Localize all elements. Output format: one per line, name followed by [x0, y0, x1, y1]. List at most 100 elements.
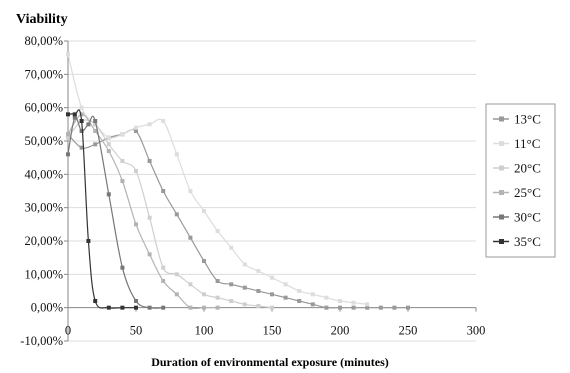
- legend-swatch-marker: [499, 239, 504, 244]
- series-0-point: [229, 282, 234, 287]
- series-3-point: [202, 305, 206, 310]
- legend-swatch-marker: [499, 190, 504, 195]
- x-tick-label: 250: [399, 324, 418, 338]
- series-4-point: [120, 265, 125, 270]
- series-0-point: [161, 189, 166, 193]
- series-2-point: [188, 282, 193, 287]
- y-tick-label: 50,00%: [24, 134, 63, 148]
- series-2-point: [229, 299, 234, 303]
- series-3-point: [215, 305, 220, 310]
- series-0-point: [79, 145, 84, 150]
- x-tick-label: 300: [467, 324, 486, 338]
- y-tick-label: 40,00%: [24, 167, 63, 181]
- series-1-point: [147, 122, 152, 127]
- series-4-point: [161, 305, 166, 310]
- series-3-point: [161, 279, 166, 283]
- series-5-point: [93, 299, 98, 303]
- series-1-point: [79, 105, 84, 110]
- series-1-point: [202, 209, 206, 213]
- series-3-point: [93, 129, 98, 133]
- legend-label: 30°C: [514, 210, 541, 225]
- legend-label: 25°C: [514, 185, 541, 200]
- series-0-point: [215, 279, 220, 283]
- series-2-point: [134, 169, 138, 173]
- series-3-point: [106, 149, 111, 153]
- series-0-point: [324, 305, 329, 310]
- series-1-point: [229, 245, 234, 250]
- series-0-point: [93, 142, 98, 147]
- series-0-point: [310, 302, 315, 307]
- series-0-point: [378, 305, 383, 310]
- series-5-point: [72, 112, 77, 117]
- series-2-line: [67, 119, 273, 309]
- series-0-point: [188, 235, 193, 240]
- series-2-point: [106, 142, 111, 147]
- series-1-point: [338, 299, 342, 303]
- series-2-point: [256, 304, 261, 308]
- y-tick-label: 0,00%: [31, 301, 63, 315]
- series-1-point: [188, 189, 193, 193]
- series-1-point: [310, 292, 315, 297]
- legend-swatch-marker: [499, 116, 504, 122]
- series-2-point: [93, 122, 98, 127]
- x-tick-labels: 0 50 100 150 200 250 300: [65, 324, 486, 338]
- series-1-point: [283, 282, 288, 287]
- series-0-point: [134, 129, 138, 133]
- series-0-point: [392, 305, 397, 310]
- series-0-point: [297, 299, 302, 303]
- series-0-point: [270, 292, 274, 297]
- series-1-point: [242, 262, 247, 267]
- series-1-point: [215, 229, 220, 233]
- series-2-point: [270, 305, 274, 310]
- series-5-point: [134, 305, 138, 310]
- series-3-point: [134, 222, 138, 227]
- legend-swatch-marker: [499, 141, 504, 146]
- legend: 13°C 11°C 20°C 25°C 30°C 35°C: [485, 103, 556, 258]
- legend-label: 20°C: [514, 161, 541, 176]
- series-5-point: [120, 305, 125, 310]
- series-0-point: [283, 295, 288, 300]
- x-axis-label: Duration of environmental exposure (minu…: [151, 355, 389, 369]
- legend-box: [485, 103, 556, 258]
- series-0-point: [147, 159, 152, 163]
- series-lines: [66, 52, 410, 310]
- series-4-point: [86, 122, 91, 127]
- x-tick-label: 200: [331, 324, 350, 338]
- series-2-point: [147, 215, 152, 220]
- y-tick-label: 20,00%: [24, 234, 63, 248]
- y-tick-label: 70,00%: [24, 67, 63, 81]
- legend-label: 11°C: [514, 136, 540, 151]
- legend-swatch-marker: [499, 165, 504, 171]
- y-tick-label: -10,00%: [20, 334, 63, 348]
- series-1-point: [106, 135, 111, 140]
- series-1-point: [351, 300, 356, 305]
- series-4-point: [79, 129, 84, 133]
- series-0-point: [242, 285, 247, 290]
- series-5-point: [106, 305, 111, 310]
- series-1-line: [67, 54, 368, 305]
- series-1-point: [297, 289, 302, 293]
- x-tick-label: 50: [130, 324, 143, 338]
- series-1-point: [120, 132, 125, 137]
- x-tick-label: 150: [263, 324, 282, 338]
- series-5-point: [86, 239, 91, 243]
- chart-title: Viability: [16, 12, 68, 27]
- series-3-point: [174, 292, 179, 297]
- series-2-point: [215, 295, 220, 300]
- y-tick-label: 30,00%: [24, 201, 63, 215]
- series-1-point: [365, 302, 370, 307]
- series-0-point: [406, 305, 410, 310]
- y-tick-label: 60,00%: [24, 101, 63, 115]
- series-3-point: [120, 179, 125, 183]
- series-4-point: [147, 305, 152, 310]
- series-1-point: [256, 269, 261, 273]
- series-3-point: [147, 252, 152, 257]
- gridlines: [68, 40, 476, 342]
- series-2-point: [161, 265, 166, 270]
- series-1-point: [324, 295, 329, 300]
- series-1-point: [161, 119, 166, 123]
- legend-label: 13°C: [514, 112, 541, 127]
- x-tick-label: 0: [65, 324, 71, 338]
- series-1-point: [174, 152, 179, 157]
